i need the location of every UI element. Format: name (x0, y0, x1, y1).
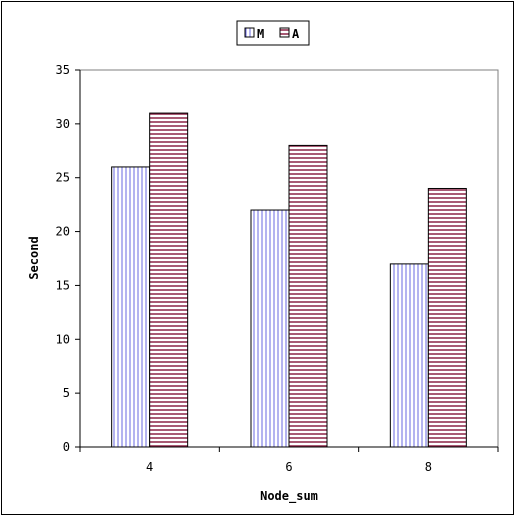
bar-m-6 (250, 209, 290, 448)
x-axis-ticks: 4 6 8 (79, 447, 499, 474)
y-axis-title: Second (27, 236, 41, 279)
y-tick-label: 20 (56, 225, 70, 239)
y-tick-label: 25 (56, 171, 70, 185)
y-tick-label: 30 (56, 117, 70, 131)
y-tick-label: 0 (63, 440, 70, 454)
bars (111, 112, 467, 448)
legend: M A (236, 20, 310, 46)
y-tick-label: 35 (56, 63, 70, 77)
y-tick-label: 10 (56, 332, 70, 346)
y-tick-label: 5 (63, 386, 70, 400)
bar-a-4 (149, 112, 189, 448)
legend-swatch-m (244, 27, 255, 38)
x-tick-label: 8 (425, 460, 432, 474)
y-tick-label: 15 (56, 278, 70, 292)
x-tick-label: 4 (146, 460, 153, 474)
y-axis-ticks: 0 5 10 15 20 25 30 35 (56, 63, 80, 454)
legend-label-m: M (257, 27, 264, 41)
bar-m-8 (389, 263, 429, 448)
bar-m-4 (111, 166, 151, 448)
bar-a-6 (288, 144, 328, 448)
legend-swatch-a (279, 27, 290, 38)
bar-a-8 (427, 187, 467, 448)
x-tick-label: 6 (285, 460, 292, 474)
x-axis-title: Node_sum (260, 489, 318, 504)
legend-label-a: A (292, 27, 300, 41)
